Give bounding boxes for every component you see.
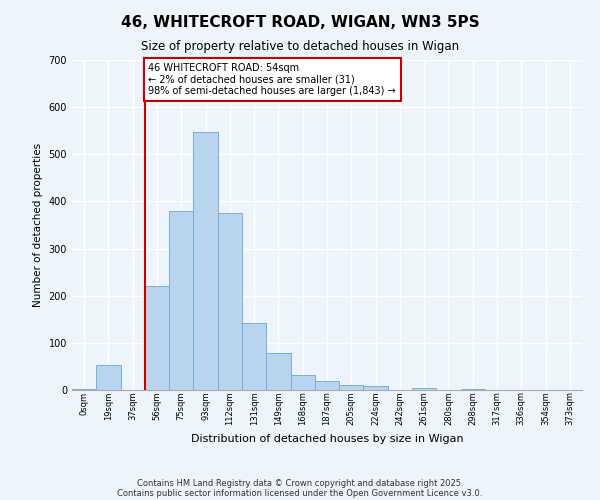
Bar bbox=[461, 388, 485, 390]
Bar bbox=[96, 366, 121, 390]
Bar bbox=[145, 286, 169, 390]
Bar bbox=[266, 353, 290, 390]
Bar bbox=[339, 386, 364, 390]
Bar bbox=[72, 389, 96, 390]
Y-axis label: Number of detached properties: Number of detached properties bbox=[33, 143, 43, 307]
Text: Size of property relative to detached houses in Wigan: Size of property relative to detached ho… bbox=[141, 40, 459, 53]
Text: 46, WHITECROFT ROAD, WIGAN, WN3 5PS: 46, WHITECROFT ROAD, WIGAN, WN3 5PS bbox=[121, 15, 479, 30]
Bar bbox=[193, 132, 218, 390]
X-axis label: Distribution of detached houses by size in Wigan: Distribution of detached houses by size … bbox=[191, 434, 463, 444]
Text: Contains HM Land Registry data © Crown copyright and database right 2025.: Contains HM Land Registry data © Crown c… bbox=[137, 478, 463, 488]
Bar bbox=[290, 375, 315, 390]
Text: Contains public sector information licensed under the Open Government Licence v3: Contains public sector information licen… bbox=[118, 488, 482, 498]
Bar bbox=[412, 388, 436, 390]
Bar bbox=[364, 386, 388, 390]
Bar bbox=[315, 380, 339, 390]
Text: 46 WHITECROFT ROAD: 54sqm
← 2% of detached houses are smaller (31)
98% of semi-d: 46 WHITECROFT ROAD: 54sqm ← 2% of detach… bbox=[149, 64, 396, 96]
Bar bbox=[169, 211, 193, 390]
Bar bbox=[242, 323, 266, 390]
Bar bbox=[218, 213, 242, 390]
